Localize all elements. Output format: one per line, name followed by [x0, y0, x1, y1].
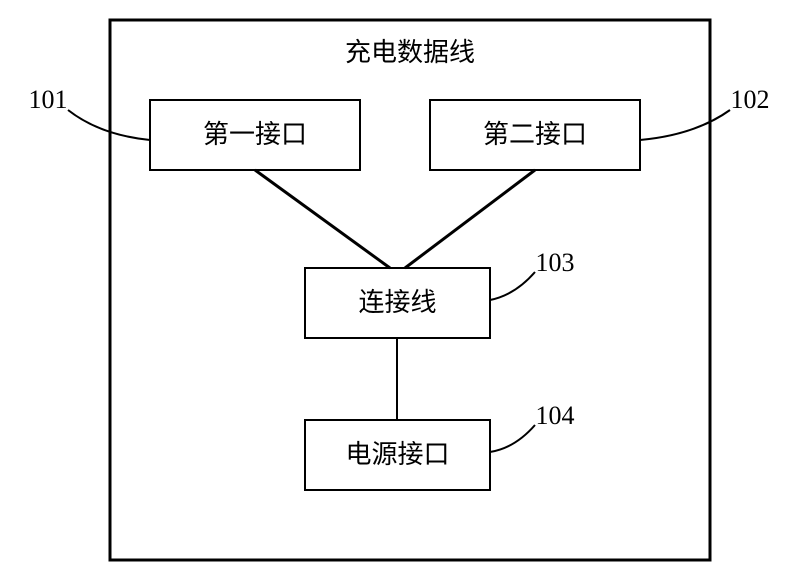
container-title: 充电数据线 [345, 38, 475, 67]
node-second-interface: 第二接口 [430, 100, 640, 170]
node-first-interface: 第一接口 [150, 100, 360, 170]
callout-101: 101 [29, 85, 151, 140]
callout-104: 104 [490, 401, 575, 452]
callout-102: 102 [640, 85, 770, 140]
node-connector-line: 连接线 [305, 268, 490, 338]
leader-line [640, 110, 730, 140]
node-label: 第二接口 [483, 120, 587, 149]
callout-label: 102 [731, 85, 770, 114]
diagram-canvas: 充电数据线 第一接口 第二接口 连接线 电源接口 101 102 103 104 [0, 0, 798, 579]
callout-103: 103 [490, 248, 575, 300]
callout-label: 104 [536, 401, 575, 430]
callout-label: 101 [29, 85, 68, 114]
node-label: 连接线 [358, 288, 436, 317]
node-label: 电源接口 [345, 440, 449, 469]
leader-line [490, 272, 535, 300]
leader-line [490, 425, 535, 452]
callout-label: 103 [536, 248, 575, 277]
node-label: 第一接口 [203, 120, 307, 149]
edge-n1-n3 [255, 170, 390, 268]
edge-n2-n3 [405, 170, 535, 268]
node-power-interface: 电源接口 [305, 420, 490, 490]
